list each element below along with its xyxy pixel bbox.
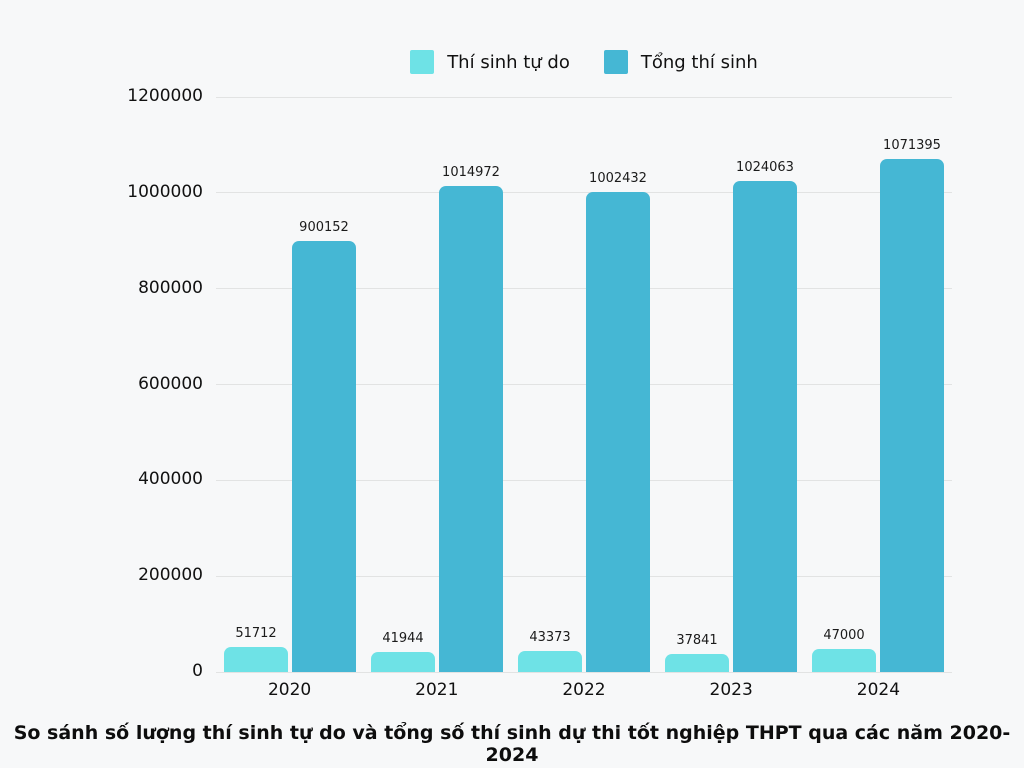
bar-tong-2020	[292, 241, 356, 672]
bar-value-tu-do-2020: 51712	[235, 626, 277, 641]
bar-value-tong-2024: 1071395	[883, 138, 941, 153]
legend-swatch-tu-do	[410, 50, 435, 74]
gridline-400000	[216, 479, 952, 481]
y-tick-label-400000: 400000	[138, 469, 203, 490]
bar-value-tong-2021: 1014972	[442, 165, 500, 180]
bar-value-tu-do-2021: 41944	[382, 631, 424, 646]
y-tick-label-800000: 800000	[138, 277, 203, 298]
gridline-200000	[216, 575, 952, 577]
x-tick-label-2024: 2024	[856, 680, 901, 700]
legend-item-thi-sinh-tu-do[interactable]: Thí sinh tự do	[410, 50, 570, 74]
y-tick-label-1200000: 1200000	[127, 86, 203, 106]
y-tick-label-600000: 600000	[138, 373, 203, 394]
legend-label-tu-do: Thí sinh tự do	[447, 51, 570, 73]
legend-swatch-tong	[603, 50, 628, 74]
x-tick-label-2023: 2023	[709, 680, 753, 700]
legend-item-tong-thi-sinh[interactable]: Tổng thí sinh	[603, 50, 758, 74]
x-tick-label-2021: 2021	[415, 680, 459, 700]
bar-tu-do-2020	[224, 647, 288, 672]
bar-tu-do-2022	[518, 651, 582, 672]
legend-label-tong: Tổng thí sinh	[640, 51, 758, 73]
bar-tong-2021	[439, 186, 503, 672]
bar-tong-2023	[733, 181, 797, 672]
x-tick-label-2020: 2020	[267, 680, 312, 700]
x-tick-label-2022: 2022	[562, 680, 606, 700]
chart-legend: Thí sinh tự do Tổng thí sinh	[216, 48, 952, 76]
y-tick-label-200000: 200000	[138, 565, 203, 586]
bar-value-tu-do-2022: 43373	[529, 630, 571, 645]
bar-value-tong-2022: 1002432	[589, 171, 647, 186]
gridline-600000	[216, 384, 952, 385]
y-tick-label-0: 0	[192, 661, 203, 681]
gridline-0	[216, 671, 952, 673]
chart-title: So sánh số lượng thí sinh tự do và tổng …	[13, 722, 1011, 766]
bar-value-tu-do-2023: 37841	[676, 633, 718, 648]
bar-tong-2024	[880, 159, 944, 672]
gridline-1000000	[216, 192, 952, 194]
bar-value-tong-2020: 900152	[299, 220, 349, 235]
gridline-800000	[216, 288, 952, 290]
bar-value-tu-do-2024: 47000	[823, 628, 865, 643]
bar-value-tong-2023: 1024063	[736, 160, 794, 175]
plot-area: 51712 900152 41944 1014972 43373 1002432 37841…	[216, 96, 952, 673]
bar-tu-do-2024	[812, 649, 876, 672]
gridline-1200000	[216, 96, 952, 98]
bar-tu-do-2023	[665, 654, 729, 672]
y-tick-label-1000000: 1000000	[127, 181, 203, 202]
bar-tu-do-2021	[371, 652, 435, 672]
bar-tong-2022	[586, 192, 650, 672]
